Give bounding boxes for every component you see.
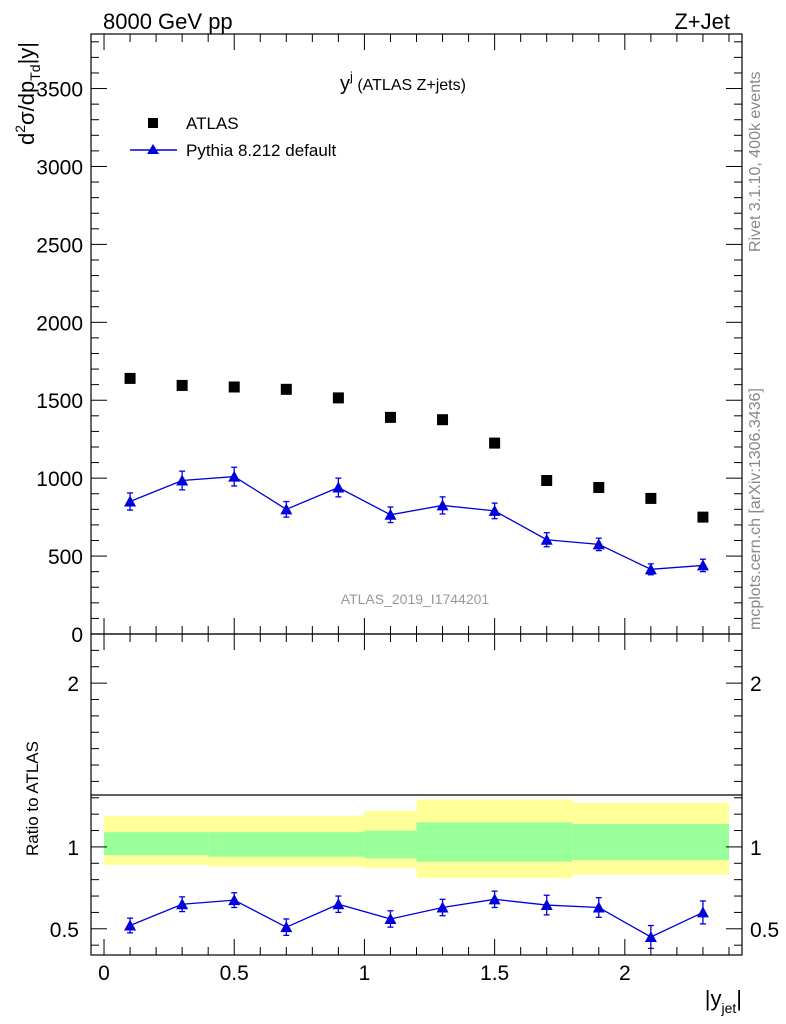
main-y-tick-label: 2500 [36,234,83,257]
ratio-y-tick-label: 2 [67,673,79,696]
main-y-tick-label: 3000 [36,156,83,179]
ratio-y-tick-label: 1 [67,837,79,860]
main-title: yj (ATLAS Z+jets) [340,69,466,95]
ratio-pythia-point [488,893,501,905]
ratio-pythia-point [384,912,397,924]
main-y-tick-label: 0 [71,624,83,647]
pythia-point [176,474,189,486]
ratio-y-axis-label: Ratio to ATLAS [23,741,42,856]
main-y-tick-label: 1500 [36,390,83,413]
pythia-point [332,481,345,493]
pythia-point [436,499,449,511]
ratio-pythia-point [176,898,189,910]
main-panel: 0 500 1000 1500 2000 2500 3000 3500 yj (ATLAS Z… [12,33,743,647]
pythia-point [488,504,501,516]
pythia-point [592,538,605,550]
pythia-point [228,470,241,482]
main-y-tick-label: 3500 [36,79,83,102]
atlas-point [176,379,188,391]
pythia-line [129,475,703,570]
atlas-point [489,437,501,449]
legend-atlas-label: ATLAS [186,114,239,133]
atlas-point [332,392,344,404]
ratio-inner-band [104,832,209,856]
atlas-point [697,511,709,523]
x-tick-label: 1.5 [480,962,509,985]
atlas-point [645,492,657,504]
ratio-y-tick-label: 0.5 [50,919,79,942]
x-tick-label: 1 [359,962,371,985]
main-y-tick-label: 500 [48,546,83,569]
atlas-point [593,482,605,494]
ratio-y-tick-label-right: 2 [750,673,762,696]
x-axis-label: |yjet| [705,986,742,1016]
main-y-tick-label: 2000 [36,312,83,335]
ratio-axis-ticks [91,634,742,955]
x-tick-label: 0.5 [220,962,249,985]
watermark: ATLAS_2019_I1744201 [341,591,490,607]
atlas-point [124,372,136,384]
legend-pythia-marker [147,144,159,154]
ratio-inner-band [208,832,365,857]
ratio-pythia-point [644,930,657,942]
atlas-point [541,474,553,486]
main-title-rest: (ATLAS Z+jets) [353,77,466,94]
ratio-pythia-point [696,906,709,918]
x-tick-label: 2 [619,962,631,985]
pythia-point [540,533,553,545]
ratio-inner-band [572,823,729,861]
main-y-tick-labels: 0 500 1000 1500 2000 2500 3000 3500 [36,79,83,647]
pythia-point [124,495,137,507]
header-left: 8000 GeV pp [103,9,233,34]
ratio-pythia-series [124,890,709,950]
ratio-pythia-point [124,919,137,931]
atlas-point [228,381,240,393]
ratio-inner-band [364,830,417,859]
header-right: Z+Jet [674,9,730,34]
ratio-pythia-point [436,901,449,913]
main-title-superscript: j [349,69,353,84]
ratio-pythia-point [540,899,553,911]
rivet-label: Rivet 3.1.10, 400k events [747,71,764,252]
main-axis-ticks [91,34,742,635]
pythia-point [280,503,293,515]
main-y-axis-label: d2σ/dpTd|y| [12,42,43,145]
ratio-y-tick-label-right: 1 [750,837,762,860]
ratio-y-tick-label-right: 0.5 [750,919,779,942]
ratio-panel: 0.5 0.5 1 1 2 2 0 0.5 1 1.5 2 Ratio to ATLAS |yje… [23,633,779,1016]
atlas-point [384,411,396,423]
x-tick-label: 0 [98,962,110,985]
ratio-panel-frame [90,633,743,956]
ratio-pythia-point [228,894,241,906]
ratio-pythia-point [280,921,293,933]
pythia-series [124,466,709,576]
atlas-point [437,414,449,426]
pythia-point [384,508,397,520]
main-title-symbol: y [340,73,350,95]
ratio-pythia-line [129,898,704,938]
atlas-point [280,383,292,395]
x-tick-labels: 0 0.5 1 1.5 2 [98,962,630,985]
main-y-tick-label: 1000 [36,468,83,491]
legend-pythia-label: Pythia 8.212 default [186,141,337,160]
ratio-pythia-point [592,901,605,913]
ratio-pythia-point [332,898,345,910]
ratio-inner-band [416,822,573,862]
ratio-uncertainty-bands [104,799,729,879]
pythia-point [644,563,657,575]
ratio-y-tick-labels: 0.5 0.5 1 1 2 2 [50,673,779,942]
legend: ATLAS Pythia 8.212 default [130,114,337,160]
atlas-series [124,372,709,523]
mcplots-label: mcplots.cern.ch [arXiv:1306.3436] [747,388,764,630]
pythia-point [696,559,709,571]
legend-atlas-marker [148,118,158,128]
